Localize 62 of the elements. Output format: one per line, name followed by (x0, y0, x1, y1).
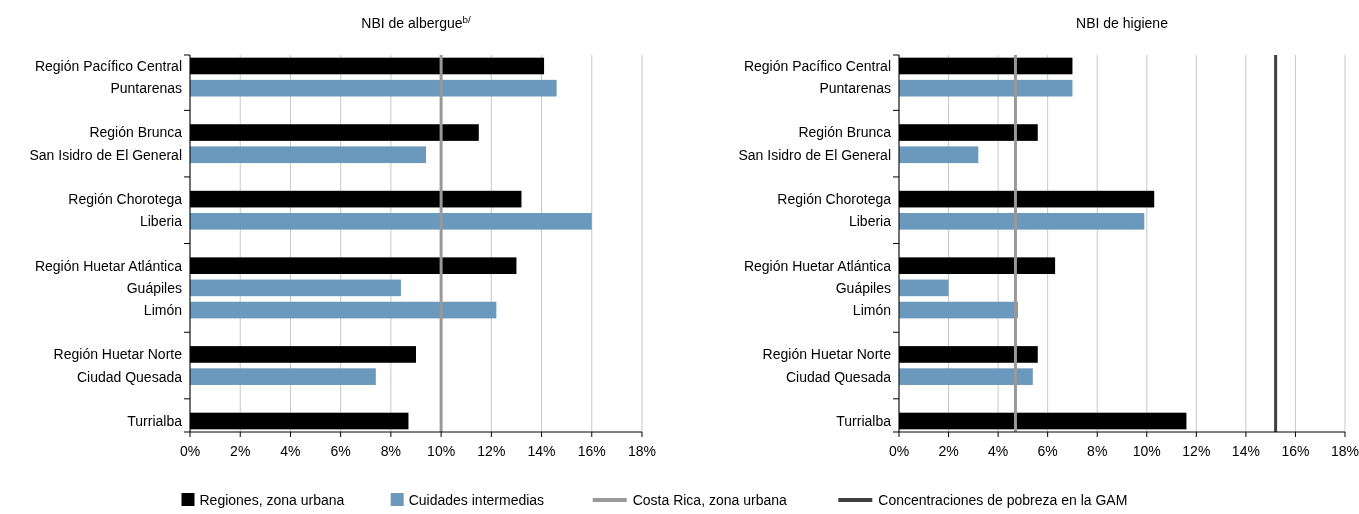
bar (190, 279, 401, 297)
x-tick-label: 10% (427, 443, 456, 459)
bar (190, 146, 427, 164)
y-tick-label: Turrialba (836, 412, 892, 429)
x-tick-label: 2% (938, 443, 959, 459)
x-tick-label: 2% (230, 443, 251, 459)
y-tick-label: Puntarenas (819, 80, 891, 97)
bar (190, 301, 497, 319)
y-tick-label: Región Brunca (89, 124, 183, 141)
bar (899, 301, 1018, 319)
x-tick-label: 16% (1281, 443, 1310, 459)
x-tick-label: 0% (888, 443, 910, 459)
y-tick-label: Guápiles (835, 279, 891, 296)
y-tick-label: Limón (852, 301, 891, 318)
x-tick-label: 8% (1087, 443, 1108, 459)
y-tick-label: Ciudad Quesada (76, 368, 183, 385)
legend-label: Costa Rica, zona urbana (632, 491, 787, 508)
legend-label: Regiones, zona urbana (199, 491, 345, 508)
bar (899, 368, 1033, 385)
bar (190, 368, 376, 385)
x-tick-label: 6% (1037, 443, 1058, 459)
legend-label: Concentraciones de pobreza en la GAM (878, 491, 1128, 508)
x-tick-label: 14% (527, 443, 556, 459)
chart-title: NBI de albergue$^{b/}$ (361, 13, 471, 31)
x-tick-label: 12% (1182, 443, 1211, 459)
y-tick-label: Guápiles (126, 279, 182, 296)
legend-label: Cuidades intermedias (408, 491, 545, 508)
bar (190, 79, 557, 97)
y-tick-label: Región Huetar Atlántica (743, 257, 892, 274)
y-tick-label: Región Pacífico Central (743, 57, 891, 74)
bar (899, 279, 949, 297)
y-tick-label: Ciudad Quesada (785, 368, 892, 385)
x-tick-label: 14% (1231, 443, 1260, 459)
y-tick-label: San Isidro de El General (738, 146, 891, 163)
chart-title: NBI de higiene (1076, 15, 1169, 31)
x-tick-label: 0% (179, 443, 201, 459)
y-tick-label: Turrialba (127, 412, 183, 429)
y-tick-label: Región Huetar Norte (53, 346, 183, 363)
y-tick-label: Puntarenas (110, 80, 182, 97)
y-tick-label: Limón (143, 301, 182, 318)
x-tick-label: 8% (380, 443, 402, 459)
y-tick-label: Región Brunca (798, 124, 892, 141)
y-tick-label: Liberia (848, 213, 892, 230)
y-tick-label: Región Huetar Atlántica (34, 257, 183, 274)
x-tick-label: 10% (1132, 443, 1161, 459)
bar (190, 212, 592, 230)
x-tick-label: 4% (280, 443, 301, 459)
x-tick-label: 16% (577, 443, 606, 459)
x-tick-label: 6% (330, 443, 351, 459)
bar (899, 146, 979, 164)
y-tick-label: Liberia (139, 213, 183, 230)
x-tick-label: 4% (987, 443, 1009, 459)
y-tick-label: Región Pacífico Central (34, 57, 182, 74)
x-tick-label: 12% (477, 443, 506, 459)
x-tick-label: 18% (627, 443, 657, 459)
bar (899, 212, 1145, 230)
y-tick-label: Región Huetar Norte (762, 346, 892, 363)
y-tick-label: San Isidro de El General (29, 146, 182, 163)
y-tick-label: Región Chorotega (68, 191, 183, 208)
x-tick-label: 18% (1330, 443, 1359, 459)
y-tick-label: Región Chorotega (777, 191, 892, 208)
bar (899, 79, 1073, 97)
